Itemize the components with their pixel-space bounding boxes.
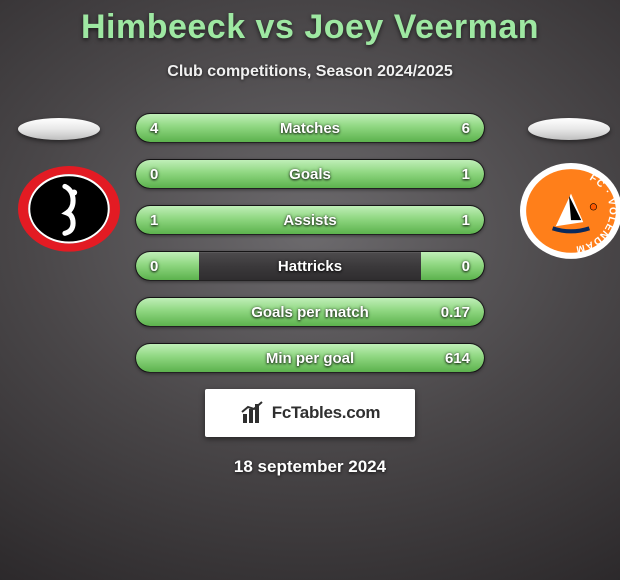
stat-label: Min per goal — [136, 344, 484, 372]
footer-brand-text: FcTables.com — [272, 403, 381, 423]
stat-label: Goals per match — [136, 298, 484, 326]
chart-icon — [240, 400, 266, 426]
date-label: 18 september 2024 — [0, 457, 620, 477]
stat-row: Goals per match0.17 — [135, 297, 485, 327]
stat-label: Matches — [136, 114, 484, 142]
stat-value-right: 1 — [462, 206, 470, 234]
stat-row: 0Goals1 — [135, 159, 485, 189]
comparison-block: FC · VOLENDAM 4Matches60Goals11Assists10… — [0, 113, 620, 373]
stat-label: Hattricks — [136, 252, 484, 280]
stat-value-right: 614 — [445, 344, 470, 372]
club-badge-right: FC · VOLENDAM — [520, 163, 620, 257]
shield-icon — [18, 166, 120, 252]
stat-rows: 4Matches60Goals11Assists10Hattricks0Goal… — [135, 113, 485, 373]
stat-row: 1Assists1 — [135, 205, 485, 235]
shield-icon: FC · VOLENDAM — [520, 163, 620, 259]
page-title: Himbeeck vs Joey Veerman — [0, 0, 620, 47]
stat-value-right: 1 — [462, 160, 470, 188]
stat-row: 4Matches6 — [135, 113, 485, 143]
stat-value-right: 0 — [462, 252, 470, 280]
country-flag-left — [18, 118, 100, 140]
stat-value-right: 6 — [462, 114, 470, 142]
subtitle: Club competitions, Season 2024/2025 — [0, 63, 620, 81]
stat-label: Goals — [136, 160, 484, 188]
stat-row: 0Hattricks0 — [135, 251, 485, 281]
country-flag-right — [528, 118, 610, 140]
stat-value-right: 0.17 — [441, 298, 470, 326]
footer-brand-badge: FcTables.com — [205, 389, 415, 437]
club-badge-left — [18, 166, 120, 250]
stat-row: Min per goal614 — [135, 343, 485, 373]
stat-label: Assists — [136, 206, 484, 234]
